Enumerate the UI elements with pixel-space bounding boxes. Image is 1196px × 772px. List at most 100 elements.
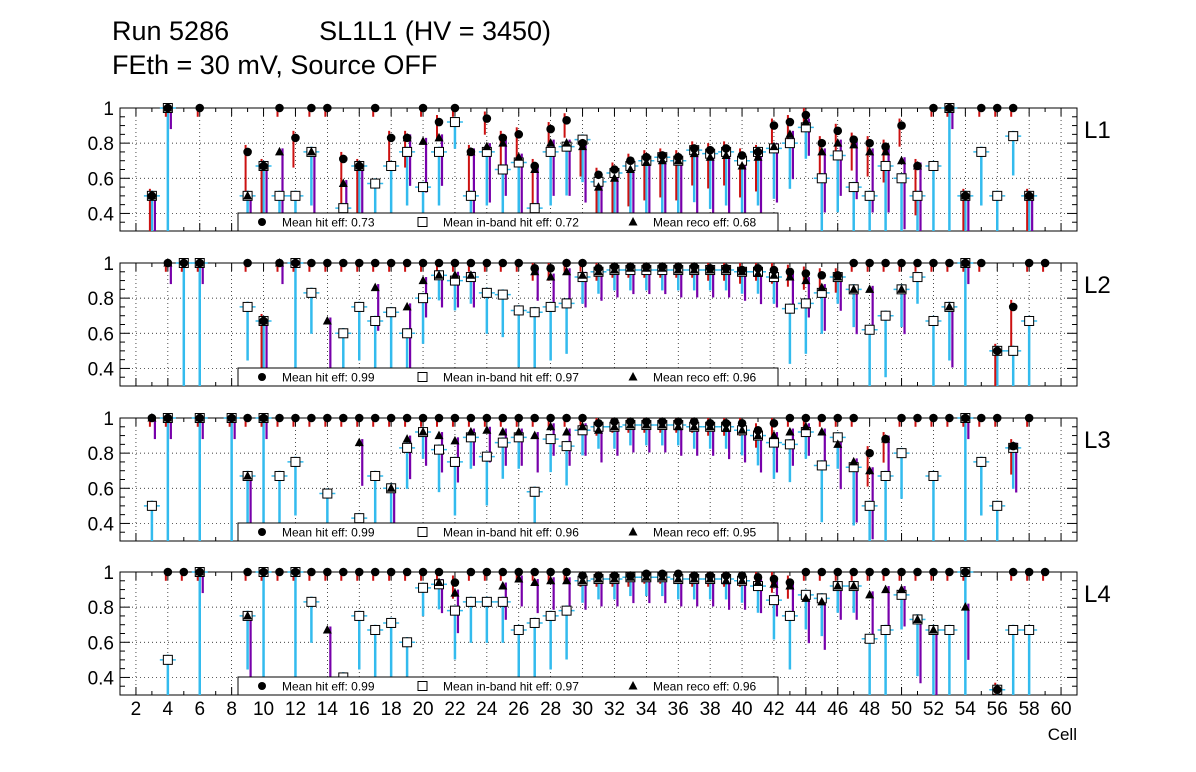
reco-point <box>769 141 779 151</box>
hit-point <box>530 567 539 577</box>
reco-point <box>546 138 556 147</box>
hit-point <box>1008 441 1018 451</box>
inband-point <box>992 190 1003 201</box>
y-tick-label: 0.4 <box>88 204 115 225</box>
reco-point <box>721 423 731 433</box>
hit-point <box>658 417 667 426</box>
hit-point <box>562 116 571 125</box>
hit-point <box>594 418 603 428</box>
inband-point <box>561 605 572 616</box>
hit-point <box>1024 258 1034 268</box>
inband-point <box>497 164 508 175</box>
hit-point <box>339 567 348 577</box>
hit-point <box>929 567 938 577</box>
hit-point <box>418 103 428 113</box>
hit-point <box>945 103 954 113</box>
legend-hit-label: Mean hit eff: 0.99 <box>282 526 375 540</box>
reco-point <box>418 427 428 436</box>
x-tick-label: 46 <box>827 699 848 720</box>
hit-point <box>753 147 763 157</box>
inband-point <box>992 500 1003 511</box>
hit-point <box>865 258 874 268</box>
x-tick-label: 60 <box>1050 699 1071 720</box>
inband-point <box>402 637 413 648</box>
hit-point <box>881 434 890 444</box>
hit-point <box>913 413 922 423</box>
hit-point <box>434 567 444 577</box>
inband-point <box>338 328 349 339</box>
hit-point <box>626 262 635 271</box>
inband-point <box>513 624 524 635</box>
inband-point <box>880 310 891 321</box>
hit-point <box>195 103 205 113</box>
hit-point <box>562 567 571 577</box>
panel-l2: 0.4 0.6 0.8 1 L2 Mean hit eff: 0.99 Mean in-ba… <box>88 254 1111 387</box>
hit-point <box>386 258 396 268</box>
inband-point <box>976 456 987 467</box>
reco-point <box>514 427 524 436</box>
hit-point <box>881 258 890 268</box>
legend-hit-label: Mean hit eff: 0.73 <box>282 216 375 230</box>
x-tick-label: 22 <box>444 699 465 720</box>
reco-point <box>817 596 827 606</box>
x-tick-label: 44 <box>795 699 817 720</box>
hit-point <box>801 413 811 423</box>
inband-point <box>896 173 907 184</box>
hit-point <box>514 413 524 423</box>
reco-point <box>769 270 779 279</box>
inband-point <box>800 298 811 309</box>
hit-point <box>753 263 763 273</box>
reco-point <box>817 146 827 156</box>
x-tick-label: 20 <box>412 699 433 720</box>
hit-point <box>307 567 316 577</box>
reco-point <box>769 579 779 588</box>
markers <box>146 103 1035 214</box>
reco-point <box>609 421 619 431</box>
reco-point <box>354 437 364 447</box>
hit-point <box>769 418 779 428</box>
hit-point <box>897 258 906 268</box>
inband-point <box>322 488 333 499</box>
inband-point <box>1008 624 1019 635</box>
hit-point <box>737 571 747 580</box>
inband-point <box>880 160 891 171</box>
reco-point <box>737 425 747 434</box>
hit-point <box>721 571 731 580</box>
title-run-chamber: Run 5286 SL1L1 (HV = 3450) <box>112 16 551 47</box>
inband-point <box>370 315 381 326</box>
reco-point <box>721 575 731 585</box>
hit-point <box>833 567 843 577</box>
hit-point <box>163 567 173 577</box>
legend-reco-label: Mean reco eff: 0.96 <box>653 680 757 694</box>
hit-point <box>961 191 970 201</box>
reco-point <box>944 301 954 311</box>
inband-point <box>1008 345 1019 356</box>
hit-point <box>897 413 906 423</box>
hit-point <box>307 103 316 113</box>
reco-point <box>562 427 572 436</box>
hit-point <box>147 413 157 423</box>
hit-point <box>721 144 731 153</box>
legend-hit-marker <box>258 682 266 690</box>
x-tick-label: 16 <box>349 699 370 720</box>
hit-point <box>945 413 954 423</box>
hit-point <box>833 271 843 280</box>
reco-point <box>450 435 460 445</box>
title-run: Run 5286 <box>112 16 230 46</box>
hit-point <box>466 567 476 577</box>
hit-point <box>929 413 938 423</box>
hit-point <box>323 258 332 268</box>
inband-point <box>529 486 540 497</box>
hit-point <box>721 418 731 428</box>
reco-point <box>689 421 699 431</box>
hit-point <box>992 346 1002 356</box>
hit-point <box>642 152 651 162</box>
inband-point <box>402 146 413 157</box>
inband-point <box>864 633 875 644</box>
hit-point <box>339 258 348 268</box>
x-tick-label: 48 <box>859 699 880 720</box>
hit-point <box>961 567 970 577</box>
hit-point <box>498 258 508 268</box>
reco-point <box>482 425 492 434</box>
hit-point <box>897 567 906 577</box>
